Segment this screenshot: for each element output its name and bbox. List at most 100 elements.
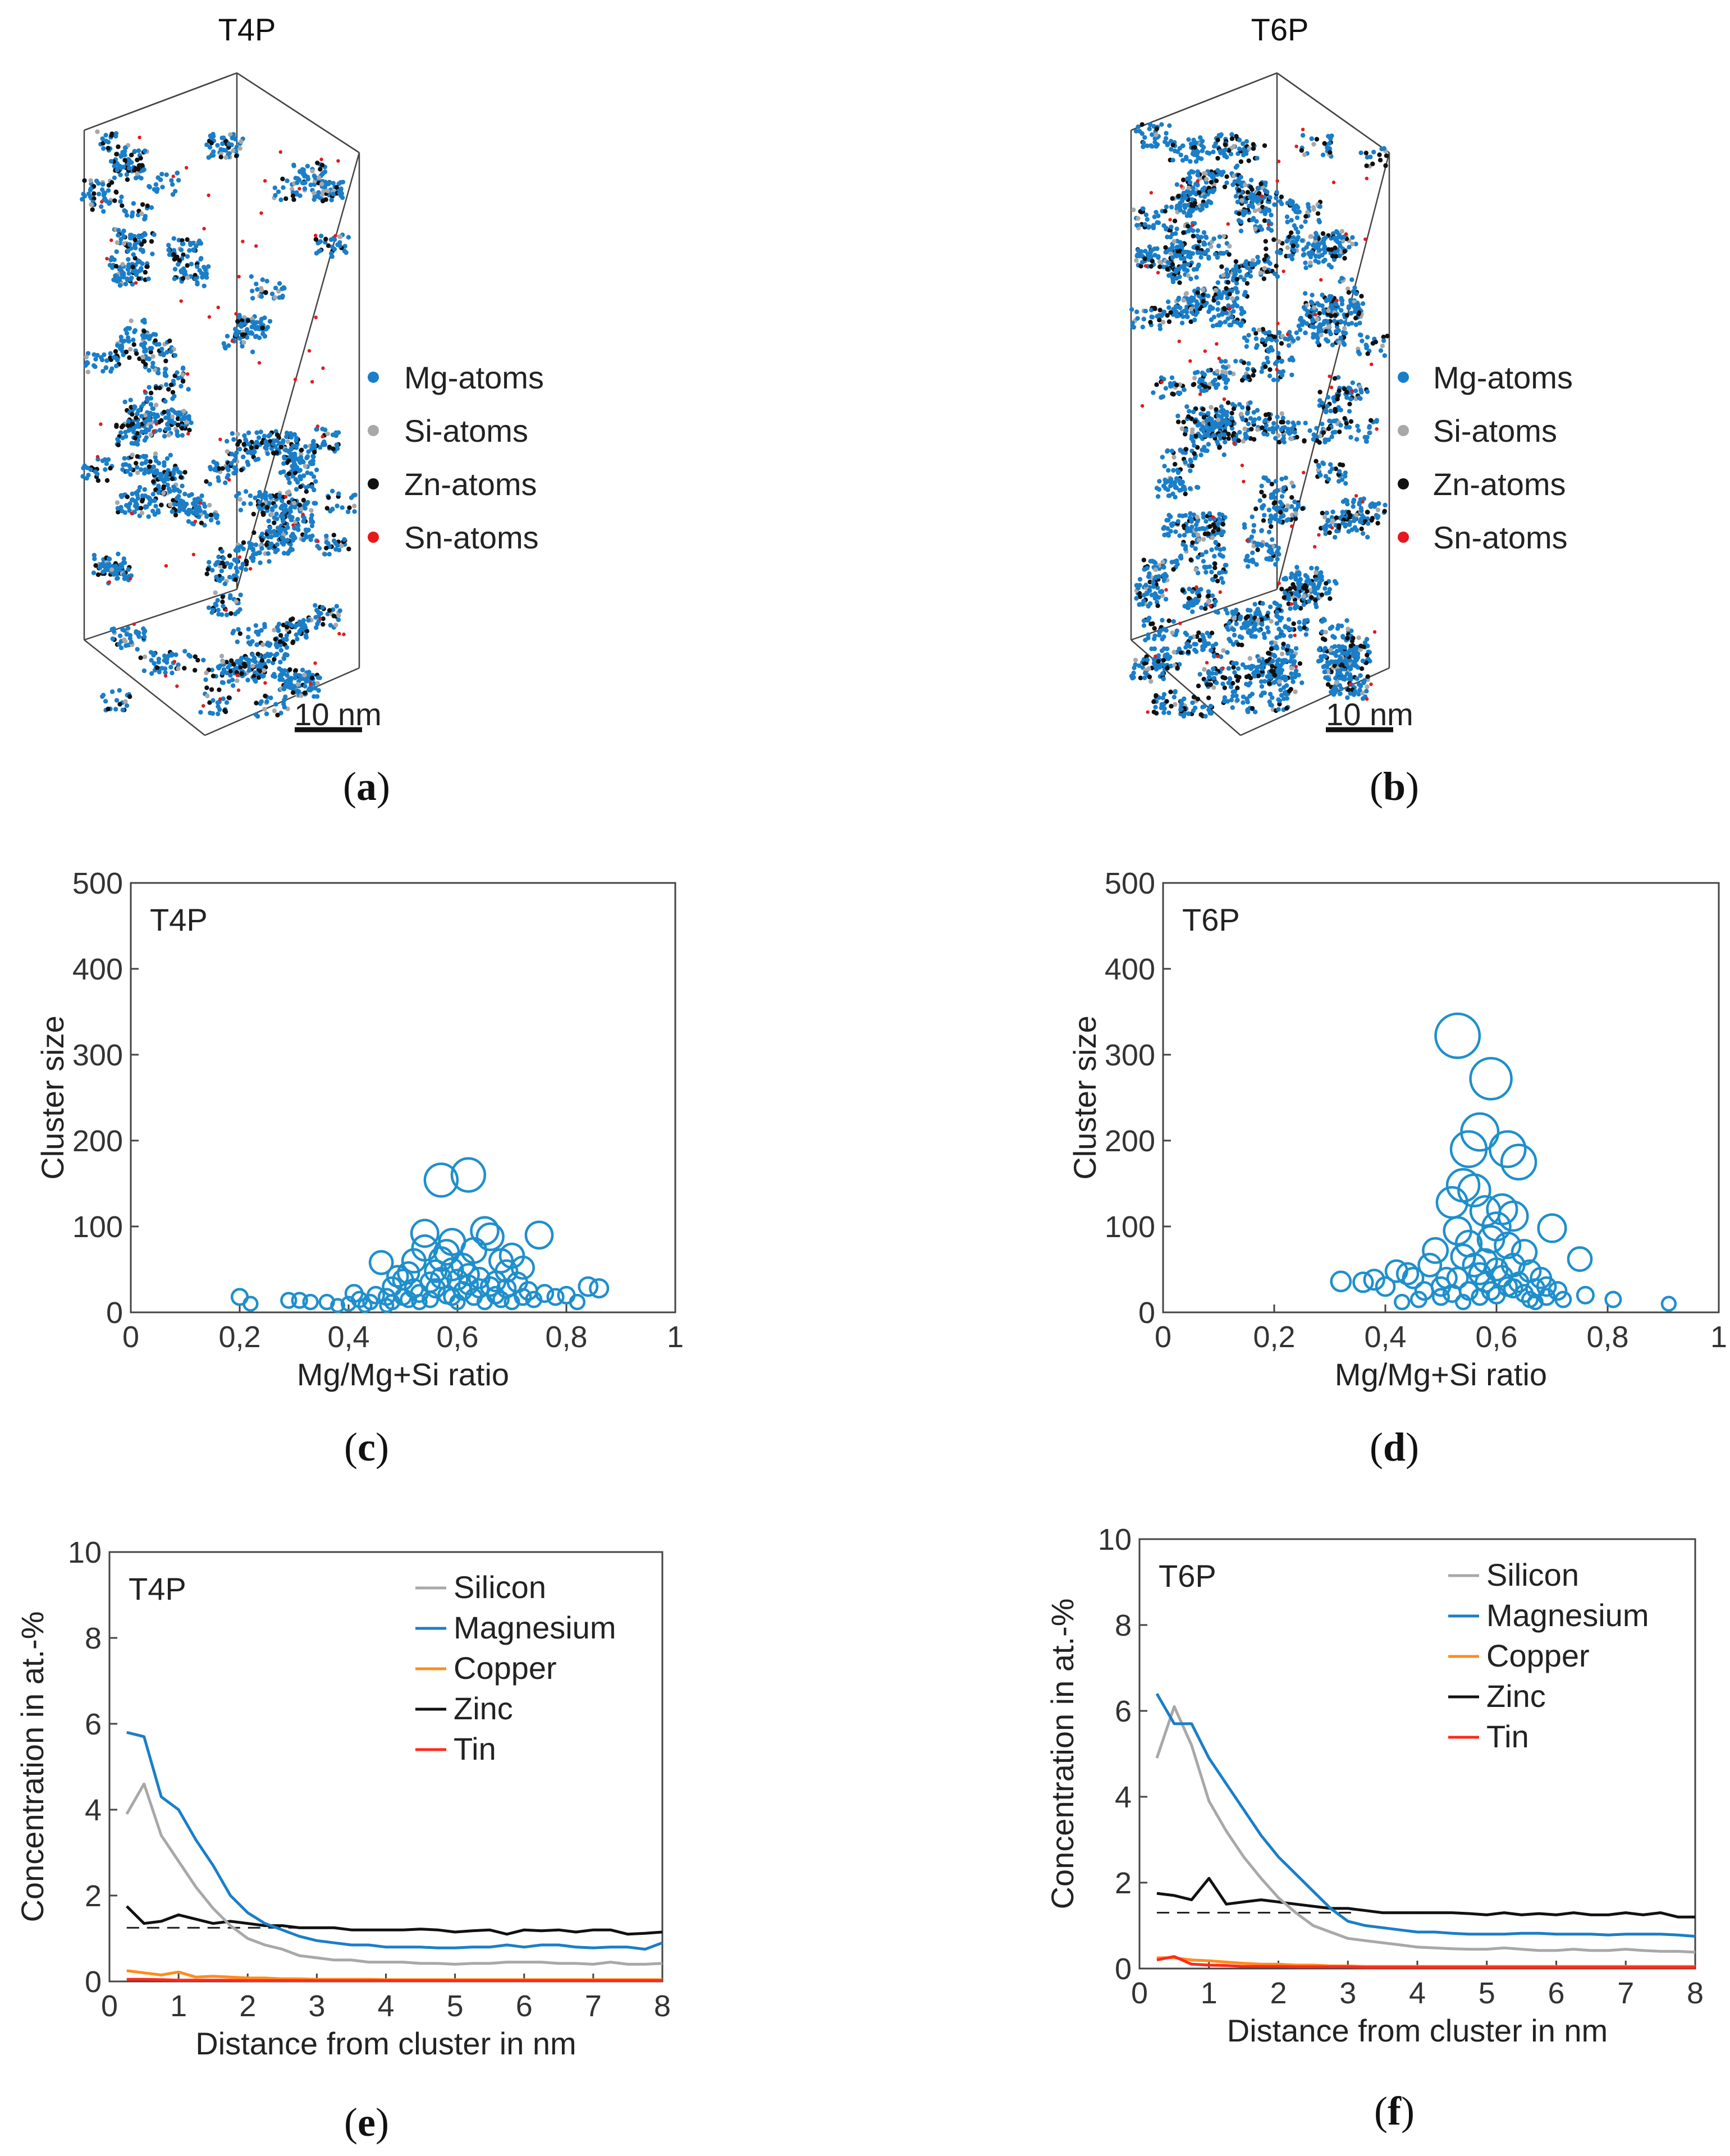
atom xyxy=(263,693,268,699)
atom xyxy=(299,506,304,511)
atom xyxy=(1325,518,1331,523)
atom xyxy=(1294,571,1299,576)
atom xyxy=(225,333,230,339)
atom xyxy=(186,519,191,524)
atom xyxy=(88,194,93,199)
atom xyxy=(1303,219,1308,224)
atom xyxy=(1143,212,1149,217)
atom xyxy=(204,479,209,484)
atom xyxy=(250,296,255,301)
atom xyxy=(324,546,329,551)
atom xyxy=(121,556,126,561)
atom xyxy=(1210,306,1215,311)
atom xyxy=(1223,365,1228,370)
atom xyxy=(1163,597,1169,602)
atom xyxy=(291,639,296,644)
atom xyxy=(239,671,244,676)
atom xyxy=(127,326,132,331)
atom xyxy=(103,467,108,472)
atom xyxy=(225,438,230,444)
atom xyxy=(216,607,221,613)
atom xyxy=(100,693,106,698)
atom xyxy=(1359,294,1364,299)
atom xyxy=(123,281,129,287)
atom xyxy=(1334,686,1339,692)
atom xyxy=(193,506,198,512)
atom xyxy=(1214,178,1219,184)
atom xyxy=(264,542,269,547)
atom xyxy=(189,420,194,425)
atom xyxy=(323,236,328,242)
atom xyxy=(132,237,138,242)
atom xyxy=(276,621,282,627)
atom xyxy=(335,543,340,548)
atom xyxy=(170,414,175,419)
atom xyxy=(1252,368,1257,373)
atom xyxy=(122,399,127,405)
atom xyxy=(1262,679,1267,684)
atom xyxy=(1286,617,1292,622)
atom xyxy=(216,555,221,560)
atom xyxy=(1167,123,1172,128)
atom xyxy=(206,264,211,269)
atom xyxy=(1303,632,1308,637)
atom xyxy=(1259,528,1264,533)
atom xyxy=(1187,298,1192,303)
atom xyxy=(287,514,292,519)
atom xyxy=(139,211,144,216)
atom xyxy=(135,424,141,429)
atom xyxy=(258,506,264,511)
atom xyxy=(1269,515,1275,520)
atom xyxy=(1216,417,1221,423)
atom xyxy=(177,258,182,263)
atom xyxy=(235,329,240,334)
atom xyxy=(139,266,144,271)
atom xyxy=(249,274,254,279)
atom xyxy=(1320,239,1325,245)
atom xyxy=(227,478,231,482)
atom xyxy=(303,684,308,689)
atom xyxy=(1226,252,1232,257)
atom xyxy=(1294,237,1300,242)
atom xyxy=(95,572,101,577)
atom xyxy=(329,488,335,494)
atom xyxy=(1184,314,1189,319)
atom xyxy=(318,167,323,172)
atom xyxy=(1296,502,1301,507)
atom xyxy=(307,349,312,353)
atom xyxy=(260,277,265,282)
atom xyxy=(180,276,186,281)
atom xyxy=(314,467,319,473)
atom xyxy=(1197,672,1202,677)
atom xyxy=(180,378,186,383)
atom xyxy=(100,200,104,204)
atom xyxy=(234,670,240,675)
atom xyxy=(142,654,148,660)
atom xyxy=(209,687,214,692)
atom xyxy=(319,163,325,168)
atom xyxy=(1281,633,1287,638)
atom xyxy=(1193,649,1199,654)
atom xyxy=(1320,400,1325,406)
atom xyxy=(150,354,155,359)
atom xyxy=(1245,699,1250,704)
atom xyxy=(333,622,338,628)
atom xyxy=(1353,689,1358,694)
atom xyxy=(1212,553,1217,559)
atom xyxy=(127,694,132,699)
atom xyxy=(114,423,119,428)
atom xyxy=(1232,633,1237,638)
atom xyxy=(161,479,167,484)
atom xyxy=(185,254,190,259)
atom xyxy=(305,176,311,182)
atom xyxy=(193,519,198,524)
atom xyxy=(1234,693,1239,698)
atom xyxy=(1329,419,1334,424)
atom xyxy=(1147,126,1152,131)
atom xyxy=(1292,430,1297,435)
atom xyxy=(295,688,300,694)
atom xyxy=(267,525,273,530)
atom xyxy=(118,335,123,340)
atom xyxy=(1251,410,1256,415)
atom xyxy=(193,276,198,281)
